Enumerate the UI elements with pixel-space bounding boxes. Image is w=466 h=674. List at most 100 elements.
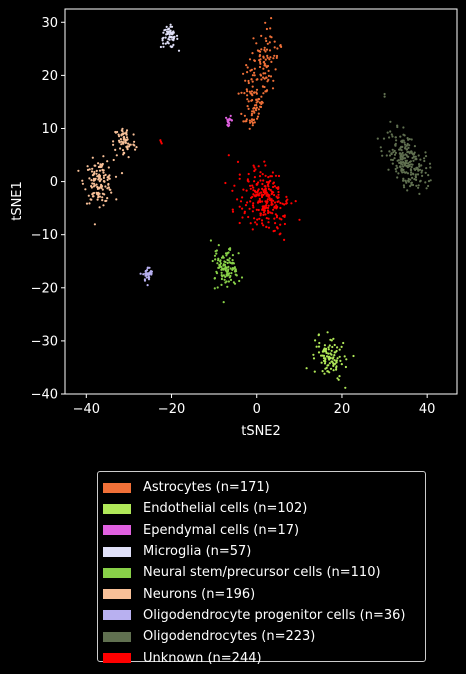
scatter-point: [226, 274, 229, 277]
scatter-point: [423, 157, 426, 160]
scatter-point: [403, 157, 407, 160]
scatter-point: [145, 269, 149, 272]
scatter-point: [413, 178, 416, 181]
scatter-point: [150, 270, 153, 273]
scatter-point: [164, 42, 167, 45]
scatter-point: [254, 221, 257, 224]
scatter-point: [214, 250, 217, 253]
scatter-point: [255, 109, 258, 112]
scatter-point: [277, 200, 280, 203]
scatter-point: [98, 206, 101, 209]
scatter-point: [229, 114, 232, 117]
scatter-point: [100, 183, 103, 186]
scatter-point: [224, 275, 227, 278]
scatter-point: [407, 179, 410, 182]
scatter-point: [321, 370, 324, 373]
scatter-point: [405, 171, 408, 174]
scatter-point: [399, 166, 402, 169]
scatter-point: [405, 154, 408, 157]
scatter-point: [168, 30, 172, 33]
scatter-point: [250, 90, 253, 93]
scatter-point: [283, 222, 286, 226]
scatter-point: [146, 266, 149, 269]
scatter-point: [411, 156, 414, 160]
scatter-point: [272, 208, 275, 211]
scatter-point: [251, 110, 254, 113]
legend-item: Neural stem/precursor cells (n=110): [103, 562, 425, 583]
scatter-point: [333, 359, 336, 362]
scatter-point: [237, 252, 240, 255]
scatter-point: [317, 351, 321, 354]
scatter-point: [257, 49, 261, 53]
scatter-point: [267, 217, 270, 220]
scatter-point: [90, 179, 93, 182]
scatter-point: [139, 272, 142, 275]
scatter-point: [267, 206, 270, 209]
scatter-point: [249, 121, 252, 124]
scatter-point: [251, 94, 254, 97]
y-tick-label: −30: [31, 334, 58, 349]
legend-swatch: [103, 567, 131, 578]
scatter-point: [407, 155, 410, 158]
scatter-point: [277, 187, 280, 190]
scatter-point: [125, 131, 128, 134]
scatter-point: [166, 32, 170, 35]
scatter-point: [376, 137, 379, 140]
scatter-point: [251, 52, 254, 55]
legend-label: Oligodendrocyte progenitor cells (n=36): [143, 607, 406, 623]
scatter-point: [81, 179, 84, 182]
scatter-point: [402, 168, 405, 171]
scatter-point: [102, 171, 105, 174]
scatter-point: [251, 74, 254, 77]
scatter-point: [429, 179, 432, 182]
scatter-point: [161, 37, 164, 40]
scatter-point: [391, 148, 394, 151]
scatter-point: [222, 301, 225, 304]
scatter-point: [255, 88, 259, 91]
scatter-point: [108, 188, 111, 191]
scatter-point: [424, 155, 428, 158]
scatter-point: [269, 27, 272, 30]
legend-label: Endothelial cells (n=102): [143, 501, 308, 517]
scatter-points: [77, 17, 432, 389]
scatter-point: [106, 197, 109, 200]
scatter-point: [290, 202, 293, 205]
scatter-point: [260, 78, 263, 81]
scatter-point: [245, 189, 248, 192]
scatter-point: [285, 195, 288, 198]
scatter-point: [412, 159, 415, 162]
y-tick-label: −10: [31, 228, 58, 243]
scatter-point: [258, 197, 261, 201]
scatter-point: [338, 348, 341, 351]
scatter-point: [418, 192, 421, 195]
scatter-point: [86, 165, 89, 168]
scatter-point: [255, 92, 258, 95]
scatter-point: [397, 172, 400, 175]
scatter-point: [233, 266, 236, 269]
scatter-point: [261, 182, 264, 186]
scatter-point: [246, 71, 249, 74]
scatter-point: [403, 141, 406, 144]
scatter-point: [114, 131, 117, 134]
legend-swatch: [103, 589, 131, 600]
scatter-point: [264, 37, 267, 40]
scatter-point: [229, 248, 232, 251]
scatter-point: [127, 156, 130, 159]
scatter-point: [176, 37, 179, 41]
scatter-point: [267, 210, 270, 213]
scatter-point: [257, 188, 260, 191]
scatter-point: [220, 283, 223, 286]
scatter-point: [261, 222, 264, 225]
scatter-point: [249, 184, 252, 187]
scatter-point: [250, 78, 253, 81]
scatter-point: [233, 282, 237, 285]
scatter-point: [407, 138, 410, 141]
scatter-point: [262, 67, 265, 70]
scatter-point: [256, 117, 259, 120]
scatter-point: [101, 162, 104, 166]
scatter-point: [251, 210, 254, 213]
scatter-point: [417, 169, 420, 172]
scatter-point: [260, 219, 264, 222]
scatter-point: [249, 200, 252, 203]
scatter-point: [253, 217, 256, 220]
